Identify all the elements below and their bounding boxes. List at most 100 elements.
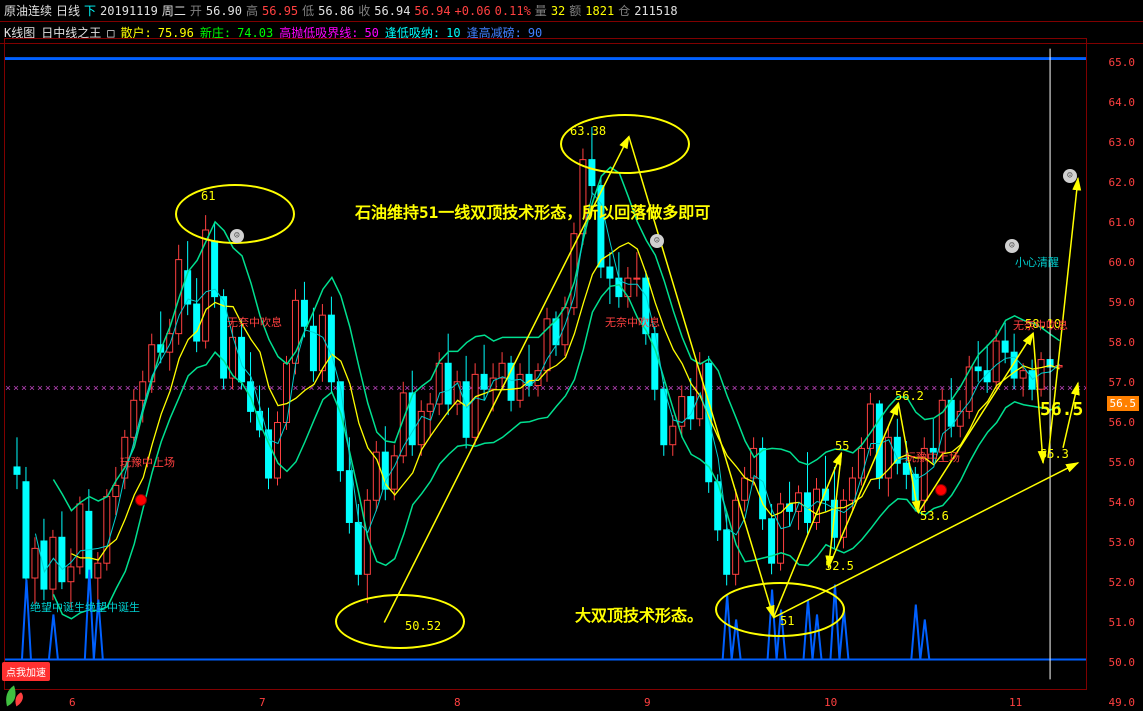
svg-text:×: × <box>476 383 482 394</box>
svg-text:×: × <box>556 383 562 394</box>
svg-text:×: × <box>229 383 235 394</box>
svg-text:×: × <box>987 383 993 394</box>
signal-dot-icon <box>135 494 147 506</box>
svg-text:×: × <box>851 383 857 394</box>
y-tick: 53.0 <box>1089 536 1135 549</box>
svg-text:×: × <box>620 383 626 394</box>
svg-text:×: × <box>292 383 298 394</box>
annotation-label: 51 <box>780 614 794 628</box>
svg-text:×: × <box>756 383 762 394</box>
svg-text:×: × <box>348 383 354 394</box>
high-val: 56.95 <box>262 4 298 18</box>
svg-text:×: × <box>843 383 849 394</box>
face-icon: ☺ <box>650 234 664 248</box>
y-tick: 57.0 <box>1089 376 1135 389</box>
annotation-label: 55.3 <box>1040 447 1069 461</box>
svg-text:×: × <box>5 383 11 394</box>
vol-label: 量 <box>535 2 547 19</box>
y-tick: 58.0 <box>1089 336 1135 349</box>
annotation-label: 63.38 <box>570 124 606 138</box>
svg-text:×: × <box>588 383 594 394</box>
svg-text:×: × <box>516 383 522 394</box>
svg-text:×: × <box>819 383 825 394</box>
svg-text:×: × <box>684 383 690 394</box>
svg-text:×: × <box>205 383 211 394</box>
svg-text:×: × <box>915 383 921 394</box>
accelerate-button[interactable]: 点我加速 <box>2 662 50 681</box>
svg-text:×: × <box>101 383 107 394</box>
svg-text:×: × <box>1019 383 1025 394</box>
svg-text:×: × <box>428 383 434 394</box>
svg-text:×: × <box>237 383 243 394</box>
x-axis: 67891011 <box>4 691 1087 709</box>
annotation-label: 52.5 <box>825 559 854 573</box>
svg-text:×: × <box>468 383 474 394</box>
svg-text:×: × <box>484 383 490 394</box>
svg-text:×: × <box>133 383 139 394</box>
svg-text:×: × <box>907 383 913 394</box>
annotation-label: 53.6 <box>920 509 949 523</box>
weekday: 周二 <box>162 2 186 19</box>
svg-text:×: × <box>332 383 338 394</box>
svg-text:×: × <box>420 383 426 394</box>
svg-text:×: × <box>460 383 466 394</box>
svg-text:×: × <box>788 383 794 394</box>
svg-text:×: × <box>780 383 786 394</box>
svg-text:×: × <box>125 383 131 394</box>
annotation-ellipse <box>560 114 690 174</box>
svg-text:×: × <box>308 383 314 394</box>
high-label: 高 <box>246 2 258 19</box>
svg-text:×: × <box>692 383 698 394</box>
svg-text:×: × <box>580 383 586 394</box>
svg-text:×: × <box>500 383 506 394</box>
svg-text:×: × <box>1003 383 1009 394</box>
svg-text:×: × <box>748 383 754 394</box>
svg-text:×: × <box>69 383 75 394</box>
svg-text:×: × <box>452 383 458 394</box>
svg-text:×: × <box>524 383 530 394</box>
y-tick: 65.0 <box>1089 56 1135 69</box>
svg-text:×: × <box>1067 383 1073 394</box>
amt-label: 额 <box>569 2 581 19</box>
open-val: 56.90 <box>206 4 242 18</box>
y-tick: 62.0 <box>1089 176 1135 189</box>
svg-text:×: × <box>548 383 554 394</box>
y-tick: 56.0 <box>1089 416 1135 429</box>
y-tick: 59.0 <box>1089 296 1135 309</box>
svg-text:×: × <box>883 383 889 394</box>
svg-text:×: × <box>276 383 282 394</box>
chart-text-label: 绝望中诞生绝望中诞生 <box>30 599 140 615</box>
svg-text:×: × <box>324 383 330 394</box>
chart-area[interactable]: ××××××××××××××××××××××××××××××××××××××××… <box>4 38 1087 690</box>
svg-text:×: × <box>947 383 953 394</box>
svg-text:×: × <box>157 383 163 394</box>
y-tick: 60.0 <box>1089 256 1135 269</box>
svg-text:×: × <box>1035 383 1041 394</box>
x-tick: 7 <box>259 696 266 709</box>
svg-text:×: × <box>899 383 905 394</box>
annotation-label: 大双顶技术形态。 <box>575 602 703 626</box>
y-tick: 55.0 <box>1089 456 1135 469</box>
svg-text:×: × <box>45 383 51 394</box>
annotation-label: 58.10 <box>1025 317 1061 331</box>
header-bar: 原油连续 日线 下 20191119 周二 开56.90 高56.95 低56.… <box>0 0 1143 22</box>
face-icon: ☺ <box>1063 169 1077 183</box>
annotation-label: 61 <box>201 189 215 203</box>
chart-text-label: 小心清醒 <box>1015 254 1059 270</box>
svg-text:×: × <box>764 383 770 394</box>
svg-text:×: × <box>109 383 115 394</box>
svg-text:×: × <box>372 383 378 394</box>
low-val: 56.86 <box>318 4 354 18</box>
svg-text:×: × <box>269 383 275 394</box>
annotation-label: 50.52 <box>405 619 441 633</box>
y-tick: 63.0 <box>1089 136 1135 149</box>
pct-val: 0.11% <box>495 4 531 18</box>
svg-text:×: × <box>923 383 929 394</box>
chart-text-label: 玩豫中上场 <box>905 449 960 465</box>
svg-text:×: × <box>1051 383 1057 394</box>
y-tick: 52.0 <box>1089 576 1135 589</box>
svg-text:×: × <box>835 383 841 394</box>
leaf-icon <box>0 683 28 711</box>
y-tick: 54.0 <box>1089 496 1135 509</box>
y-axis: 65.064.063.062.061.060.059.058.057.056.0… <box>1089 38 1139 690</box>
